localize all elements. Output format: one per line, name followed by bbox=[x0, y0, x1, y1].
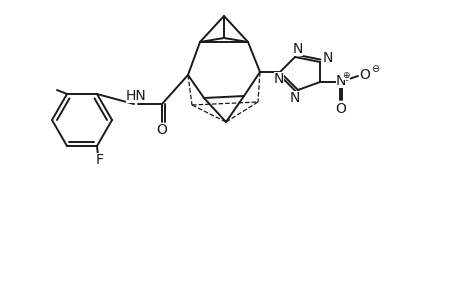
Text: N: N bbox=[273, 72, 284, 86]
Text: HN: HN bbox=[125, 89, 146, 103]
Text: O: O bbox=[156, 123, 167, 137]
Text: F: F bbox=[96, 153, 104, 167]
Text: N: N bbox=[289, 91, 300, 105]
Text: O: O bbox=[359, 68, 369, 82]
Text: ⊕: ⊕ bbox=[341, 70, 349, 80]
Text: ⊖: ⊖ bbox=[370, 64, 378, 74]
Text: N: N bbox=[292, 42, 302, 56]
Text: O: O bbox=[335, 102, 346, 116]
Text: N: N bbox=[335, 74, 346, 88]
Text: N: N bbox=[322, 51, 332, 65]
